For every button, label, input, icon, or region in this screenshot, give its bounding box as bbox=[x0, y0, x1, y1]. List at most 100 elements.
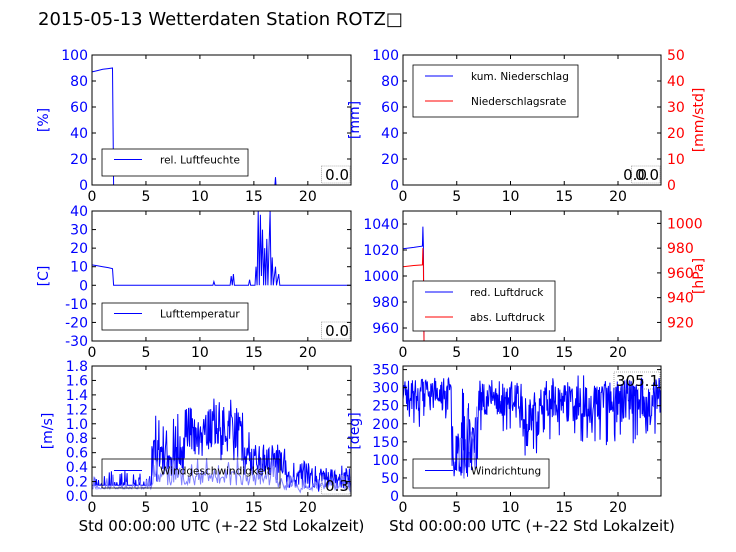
x-tick-label: 0 bbox=[88, 189, 97, 205]
y-axis-label: [m/s] bbox=[40, 413, 56, 450]
legend: Lufttemperatur bbox=[101, 302, 249, 331]
series-line-1 bbox=[457, 406, 478, 479]
value-annotation: 0.0 bbox=[325, 322, 349, 340]
x-tick-label: 15 bbox=[245, 500, 263, 516]
y2-tick-label: 960 bbox=[667, 266, 694, 282]
y2-tick-label: 1000 bbox=[667, 216, 703, 232]
annotation-box bbox=[631, 165, 661, 184]
y-tick-label: 0.6 bbox=[66, 446, 88, 462]
x-tick-label: 10 bbox=[191, 189, 209, 205]
y-axis-label: [deg] bbox=[347, 412, 363, 449]
x-tick-label: 10 bbox=[191, 345, 209, 361]
y-tick-label: 60 bbox=[70, 100, 88, 116]
y-tick-label: 80 bbox=[381, 74, 399, 90]
x-tick-label: 0 bbox=[88, 500, 97, 516]
plot-area bbox=[92, 211, 351, 286]
y-tick-label: 980 bbox=[372, 295, 399, 311]
y-tick-label: 0.0 bbox=[66, 489, 88, 505]
y-tick-label: 350 bbox=[372, 363, 399, 379]
plot-area bbox=[403, 375, 661, 479]
legend: red. Luftdruck abs. Luftdruck bbox=[412, 280, 556, 332]
legend-label: Niederschlagsrate bbox=[471, 96, 566, 108]
plot-frame bbox=[402, 54, 662, 186]
y-tick-label: 80 bbox=[70, 74, 88, 90]
y-tick-label: 250 bbox=[372, 399, 399, 415]
y-tick-label: 0 bbox=[79, 178, 88, 194]
x-tick-label: 20 bbox=[609, 345, 627, 361]
y-axis-label: [C] bbox=[36, 266, 52, 287]
y-tick-label: 960 bbox=[372, 321, 399, 337]
y-tick-label: 300 bbox=[372, 381, 399, 397]
y-tick-label: 0 bbox=[390, 178, 399, 194]
value-annotation: 305.1 bbox=[616, 372, 659, 390]
y-tick-label: 150 bbox=[372, 435, 399, 451]
x-axis-label: Std 00:00:00 UTC (+-22 Std Lokalzeit) bbox=[79, 517, 365, 535]
y-tick-label: 60 bbox=[381, 100, 399, 116]
y-tick-label: 1.4 bbox=[66, 388, 88, 404]
plot-area bbox=[403, 226, 425, 341]
legend-box bbox=[412, 280, 556, 332]
y2-tick-label: 0 bbox=[667, 178, 676, 194]
x-tick-label: 20 bbox=[299, 500, 317, 516]
y-tick-label: 40 bbox=[381, 126, 399, 142]
y-tick-label: 0.2 bbox=[66, 475, 88, 491]
y-tick-label: -30 bbox=[65, 334, 88, 350]
legend: kum. Niederschlag Niederschlagsrate bbox=[412, 64, 579, 118]
y-tick-label: 100 bbox=[372, 48, 399, 64]
series-line-0 bbox=[403, 375, 661, 479]
y2-tick-label: 920 bbox=[667, 315, 694, 331]
x-tick-label: 5 bbox=[141, 345, 150, 361]
x-tick-label: 10 bbox=[502, 189, 520, 205]
annotation-box bbox=[321, 476, 351, 495]
value-annotation-2: 0.0 bbox=[623, 166, 647, 184]
y-tick-label: 30 bbox=[70, 223, 88, 239]
x-axis-label: Std 00:00:00 UTC (+-22 Std Lokalzeit) bbox=[389, 517, 675, 535]
y-tick-label: 20 bbox=[70, 152, 88, 168]
x-tick-label: 15 bbox=[555, 345, 573, 361]
y-tick-label: 0 bbox=[79, 278, 88, 294]
x-tick-label: 5 bbox=[452, 189, 461, 205]
x-tick-label: 10 bbox=[191, 500, 209, 516]
y-tick-label: 1.6 bbox=[66, 373, 88, 389]
series-line-0 bbox=[92, 211, 351, 286]
x-tick-label: 0 bbox=[399, 189, 408, 205]
legend-label: rel. Luftfeuchte bbox=[160, 155, 240, 167]
series-line-1 bbox=[403, 248, 425, 341]
x-tick-label: 0 bbox=[399, 500, 408, 516]
y2-tick-label: 30 bbox=[667, 100, 685, 116]
plot-frame bbox=[402, 365, 662, 497]
y-tick-label: 40 bbox=[70, 204, 88, 220]
y-tick-label: 40 bbox=[70, 126, 88, 142]
y-tick-label: 1000 bbox=[363, 269, 399, 285]
y-tick-label: 1040 bbox=[363, 217, 399, 233]
x-tick-label: 0 bbox=[399, 345, 408, 361]
annotation-box bbox=[321, 321, 351, 340]
x-tick-label: 20 bbox=[609, 189, 627, 205]
legend-label: Windrichtung bbox=[471, 466, 541, 478]
x-tick-label: 5 bbox=[452, 500, 461, 516]
figure-title: 2015-05-13 Wetterdaten Station ROTZ□ bbox=[38, 9, 403, 30]
y2-tick-label: 940 bbox=[667, 291, 694, 307]
y-tick-label: 1020 bbox=[363, 243, 399, 259]
y-tick-label: 20 bbox=[381, 152, 399, 168]
chart-pressure: 0 5 10 15 20 960 980 1000 1020 1040 920 940 960 980 10… bbox=[363, 210, 707, 361]
plot-frame bbox=[91, 54, 352, 186]
y-tick-label: -10 bbox=[65, 297, 88, 313]
x-tick-label: 5 bbox=[141, 500, 150, 516]
plot-frame bbox=[91, 365, 352, 497]
x-tick-label: 15 bbox=[555, 189, 573, 205]
x-tick-label: 10 bbox=[502, 345, 520, 361]
legend-label: red. Luftdruck bbox=[470, 287, 544, 299]
y-tick-label: 50 bbox=[381, 471, 399, 487]
y-tick-label: 1.0 bbox=[66, 417, 88, 433]
x-tick-label: 0 bbox=[88, 345, 97, 361]
x-tick-label: 20 bbox=[609, 500, 627, 516]
y2-tick-label: 40 bbox=[667, 74, 685, 90]
legend: rel. Luftfeuchte bbox=[101, 148, 249, 177]
chart-humidity: 0 5 10 15 20 0 20 40 60 80 100 [%] rel. Luftfeuchte 0… bbox=[36, 48, 352, 205]
x-tick-label: 5 bbox=[141, 189, 150, 205]
legend-label: kum. Niederschlag bbox=[471, 71, 569, 83]
y-axis-label: [mm] bbox=[347, 101, 363, 139]
